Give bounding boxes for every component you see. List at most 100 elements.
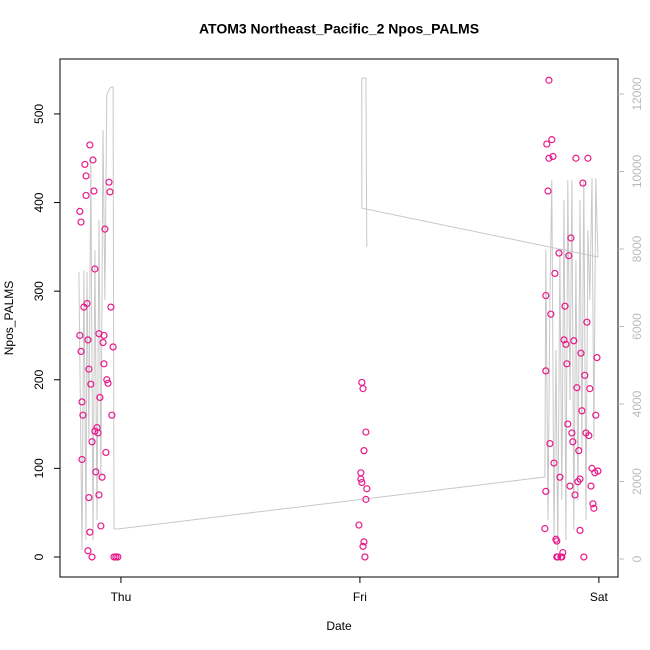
y2-tick-label: 12000 (630, 77, 644, 111)
data-point (363, 485, 371, 493)
data-point (558, 553, 566, 561)
data-point (358, 378, 366, 387)
data-point (562, 340, 570, 348)
data-point (359, 385, 367, 393)
data-point (565, 252, 573, 260)
y-tick-label: 400 (32, 192, 46, 212)
data-point (543, 140, 551, 148)
data-point (564, 420, 572, 428)
data-point (82, 191, 90, 200)
data-point (584, 154, 592, 162)
data-point (95, 491, 103, 499)
data-point (592, 411, 600, 419)
data-point (105, 178, 113, 186)
data-point (84, 547, 92, 555)
data-point (84, 336, 92, 344)
data-point (87, 380, 95, 388)
data-point (549, 152, 557, 161)
data-point (566, 482, 574, 490)
y-tick-label: 0 (32, 553, 46, 560)
data-point (76, 331, 84, 340)
data-point (541, 525, 549, 533)
y2-tick-label: 10000 (630, 154, 644, 188)
data-point (545, 154, 553, 162)
data-point (85, 494, 93, 502)
data-point (594, 467, 602, 475)
data-point (551, 269, 559, 278)
y-tick-label: 500 (32, 104, 46, 124)
data-point (88, 553, 96, 561)
data-point (358, 478, 366, 487)
data-point (586, 385, 594, 393)
data-point (86, 141, 94, 149)
data-point (96, 393, 104, 402)
data-point (570, 337, 578, 345)
data-point (560, 336, 568, 344)
data-point (546, 439, 554, 448)
data-point (589, 500, 597, 508)
y2-tick-label: 8000 (630, 235, 644, 262)
data-point (578, 407, 586, 415)
data-point (76, 207, 84, 216)
plot-frame (59, 58, 619, 578)
data-point (359, 542, 367, 550)
y-tick-label: 200 (32, 369, 46, 389)
data-point (542, 291, 550, 300)
data-point (569, 438, 577, 446)
y-axis-label: Npos_PALMS (2, 281, 16, 355)
data-point (579, 179, 587, 187)
data-point (587, 482, 595, 490)
data-point (91, 265, 99, 273)
data-point (355, 521, 363, 529)
data-point (102, 448, 110, 457)
data-point (103, 376, 111, 384)
data-point (554, 553, 562, 561)
data-point (100, 331, 108, 340)
data-point (89, 156, 97, 164)
data-point (581, 371, 589, 379)
data-point (568, 429, 576, 437)
data-point (580, 553, 588, 561)
data-point (83, 299, 91, 308)
y2-tick-label: 2000 (630, 468, 644, 495)
data-point (86, 528, 94, 536)
data-point (577, 349, 585, 357)
data-point (550, 459, 558, 467)
x-tick-label: Fri (353, 590, 367, 604)
data-point (567, 234, 575, 242)
y-tick-label: 100 (32, 458, 46, 478)
data-point (85, 365, 93, 373)
data-point (92, 468, 100, 476)
data-point (91, 427, 99, 435)
data-point (100, 360, 108, 368)
data-point (360, 538, 368, 546)
data-point (77, 347, 85, 356)
data-point (545, 76, 553, 84)
data-point (572, 154, 580, 162)
data-point (82, 172, 90, 180)
data-point (101, 225, 109, 233)
data-point (362, 428, 370, 436)
x-tick-label: Sat (590, 590, 609, 604)
data-point (97, 522, 105, 530)
data-point (553, 537, 561, 545)
data-point (360, 447, 368, 455)
data-point (104, 379, 112, 387)
data-point (108, 411, 116, 419)
y2-tick-label: 6000 (630, 313, 644, 340)
data-point (99, 338, 107, 347)
data-point (78, 398, 86, 406)
data-point (114, 553, 122, 561)
data-point (357, 469, 365, 477)
data-point (106, 188, 114, 196)
data-point (548, 136, 556, 144)
data-line (78, 77, 599, 551)
data-point (542, 487, 550, 496)
data-point (88, 438, 96, 446)
data-point (593, 354, 601, 362)
data-point (77, 218, 85, 226)
x-tick-label: Thu (111, 590, 132, 604)
y-tick-label: 300 (32, 281, 46, 301)
data-point (561, 302, 569, 310)
